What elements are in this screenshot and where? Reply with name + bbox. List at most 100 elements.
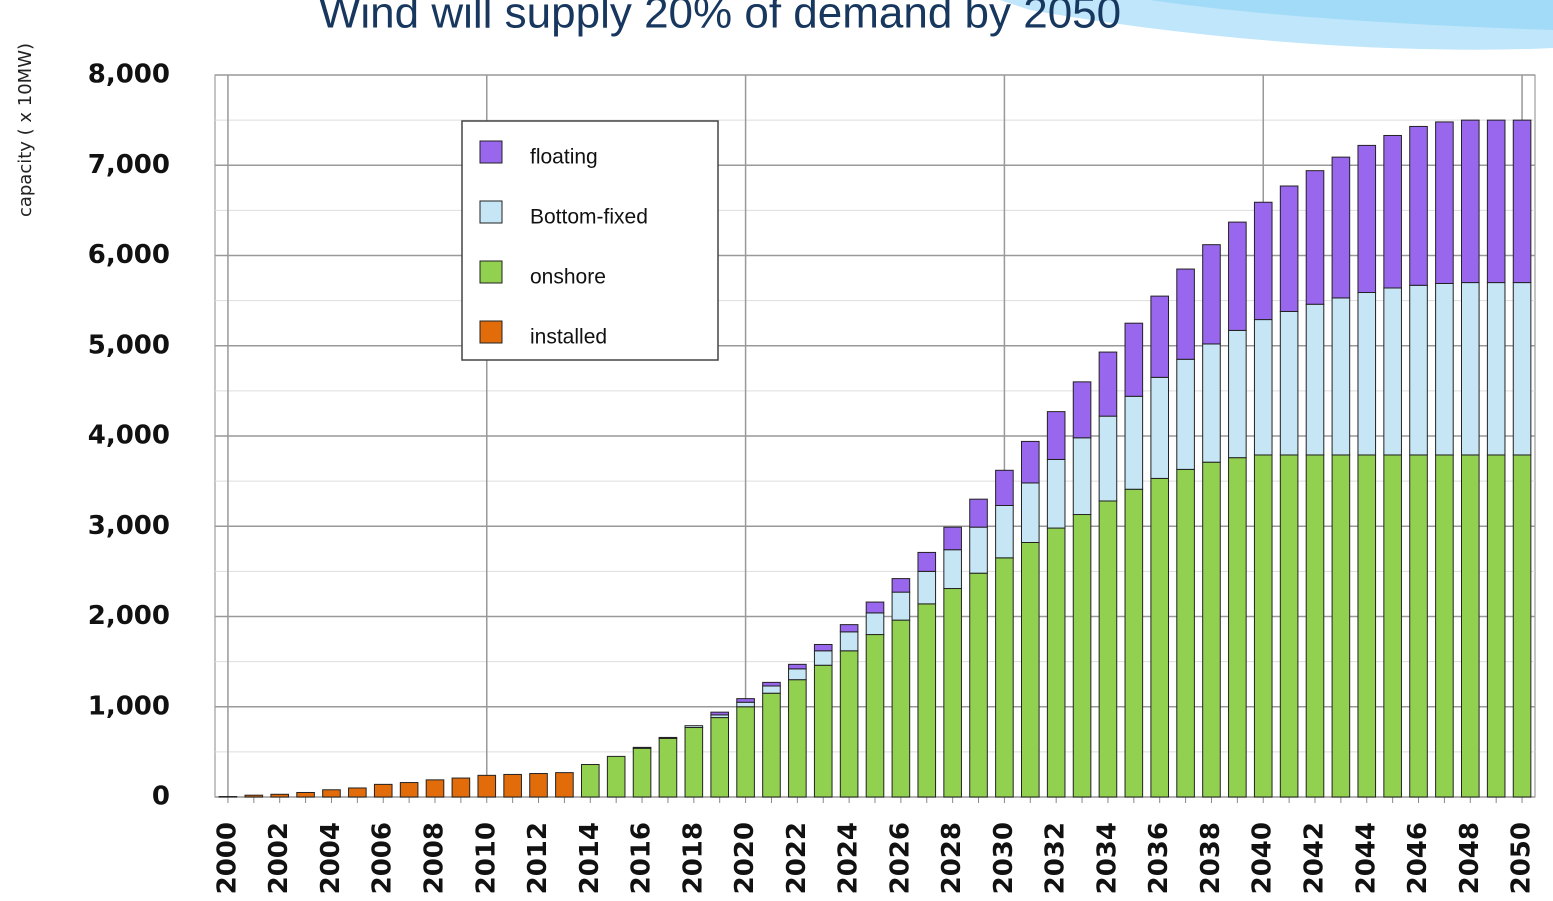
bar-segment <box>1072 437 1092 516</box>
bar-segment <box>529 773 548 798</box>
y-tick-label: 5,000 <box>88 330 170 360</box>
bar-segment <box>917 551 937 572</box>
bar-segment <box>451 777 471 798</box>
bar-segment <box>865 612 885 636</box>
bar-segment <box>632 747 652 798</box>
bar-segment <box>865 601 885 614</box>
bar-segment <box>296 791 315 798</box>
bar-segment <box>788 679 807 798</box>
y-tick-label: 2,000 <box>88 601 170 631</box>
bar-segment <box>1202 343 1221 463</box>
bar-segment <box>969 526 988 574</box>
x-tick-label: 2014 <box>575 822 605 894</box>
bar-segment <box>1279 185 1299 312</box>
x-tick-label: 2050 <box>1507 822 1537 894</box>
legend-label: Bottom-fixed <box>530 206 648 229</box>
x-tick-label: 2048 <box>1455 822 1485 894</box>
bar-segment <box>710 711 730 716</box>
bar-segment <box>969 498 988 528</box>
x-tick-label: 2000 <box>212 822 242 894</box>
bar-segment <box>1020 482 1040 543</box>
bar-segment <box>399 782 419 798</box>
bar-segment <box>244 794 264 798</box>
legend-swatch <box>479 140 503 164</box>
bar-segment <box>1486 282 1506 456</box>
bar-segment <box>503 773 522 798</box>
bar-segment <box>1253 454 1273 798</box>
bar-segment <box>270 793 290 798</box>
x-tick-label: 2004 <box>316 822 346 894</box>
bar-segment <box>1305 303 1325 456</box>
bar-segment <box>1176 268 1195 360</box>
bar-segment <box>1150 295 1170 378</box>
bar-segment <box>1098 351 1118 417</box>
bar-segment <box>1435 282 1454 456</box>
bar-segment <box>995 557 1014 798</box>
bar-segment <box>943 526 962 551</box>
x-tick-label: 2022 <box>782 822 812 894</box>
bar-segment <box>1357 144 1377 294</box>
bar-segment <box>1253 319 1273 456</box>
bar-segment <box>1150 477 1170 798</box>
bar-segment <box>917 603 937 798</box>
y-axis-title: capacity ( x 10MW) <box>15 43 36 217</box>
legend-swatch <box>479 260 503 284</box>
bar-segment <box>1486 119 1506 284</box>
bar-segment <box>1279 310 1299 456</box>
bar-segment <box>1124 488 1144 798</box>
bar-segment <box>1331 297 1351 456</box>
bar-segment <box>658 737 678 798</box>
bar-segment <box>632 746 652 749</box>
y-tick-label: 4,000 <box>88 421 170 451</box>
bar-segment <box>995 504 1014 559</box>
x-tick-label: 2016 <box>627 822 657 894</box>
bar-segment <box>1279 454 1299 798</box>
bar-segment <box>917 570 937 605</box>
bar-segment <box>1383 454 1402 798</box>
x-tick-label: 2020 <box>730 822 760 894</box>
bar-segment <box>736 706 755 798</box>
bar-segment <box>995 469 1014 506</box>
bar-segment <box>736 698 755 703</box>
y-tick-label: 7,000 <box>88 150 170 180</box>
y-tick-label: 8,000 <box>88 60 170 90</box>
legend-swatch <box>479 200 503 224</box>
bar-segment <box>658 736 678 739</box>
bar-segment <box>1046 458 1066 529</box>
bar-segment <box>1460 119 1480 284</box>
x-tick-label: 2006 <box>368 822 398 894</box>
bar-segment <box>373 783 393 798</box>
bar-segment <box>1486 454 1506 798</box>
legend: floating Bottom-fixed onshore installed <box>461 120 719 361</box>
bar-segment <box>1046 527 1066 798</box>
bar-segment <box>1176 358 1195 470</box>
x-tick-label: 2018 <box>678 822 708 894</box>
bar-segment <box>1409 125 1428 286</box>
bar-segment <box>1435 454 1454 798</box>
y-tick-label: 0 <box>152 782 170 812</box>
bar-segment <box>762 692 781 798</box>
bar-segment <box>1228 329 1247 459</box>
bar-segment <box>736 701 755 708</box>
bar-segment <box>865 634 885 798</box>
bar-segment <box>788 668 807 681</box>
legend-label: floating <box>530 146 598 169</box>
x-tick-label: 2042 <box>1300 822 1330 894</box>
decor-swoosh <box>1150 0 1553 30</box>
bar-segment <box>788 663 807 670</box>
bar-segment <box>1124 322 1144 397</box>
bar-segment <box>1512 454 1532 798</box>
x-tick-label: 2046 <box>1403 822 1433 894</box>
x-tick-label: 2028 <box>937 822 967 894</box>
bar-segment <box>684 727 704 798</box>
x-tick-label: 2038 <box>1196 822 1226 894</box>
y-tick-label: 6,000 <box>88 240 170 270</box>
legend-box <box>461 120 719 361</box>
bar-segment <box>1305 454 1325 798</box>
bar-segment <box>1460 454 1480 798</box>
x-tick-label: 2024 <box>834 822 864 894</box>
x-tick-label: 2034 <box>1092 822 1122 894</box>
x-tick-label: 2026 <box>885 822 915 894</box>
bar-segment <box>1357 454 1377 798</box>
bar-segment <box>839 650 859 798</box>
